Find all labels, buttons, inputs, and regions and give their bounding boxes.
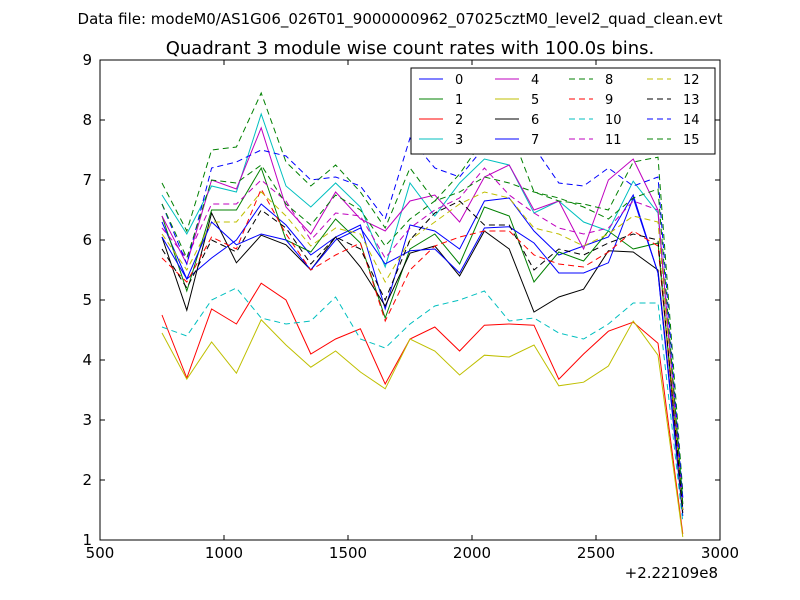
- series-line-15: [161, 164, 684, 505]
- x-tick-label: 1500: [329, 544, 367, 562]
- chart-title: Quadrant 3 module wise count rates with …: [166, 38, 655, 59]
- series-line-5: [161, 318, 684, 538]
- x-tick-label: 500: [86, 544, 115, 562]
- y-tick-label: 5: [82, 291, 92, 309]
- y-tick-label: 2: [82, 471, 92, 489]
- y-tick-label: 6: [82, 231, 92, 249]
- legend-label-6: 6: [531, 113, 539, 128]
- series-line-11: [161, 167, 684, 505]
- legend-label-10: 10: [605, 113, 622, 128]
- legend-label-4: 4: [531, 73, 539, 88]
- legend-label-3: 3: [455, 133, 463, 148]
- series-line-9: [161, 187, 684, 511]
- series-line-12: [161, 191, 684, 511]
- x-tick-label: 1000: [205, 544, 243, 562]
- x-offset-label: +2.22109e8: [625, 564, 718, 582]
- series-line-4: [161, 126, 684, 505]
- plot-lines: [161, 91, 684, 538]
- legend-label-5: 5: [531, 93, 539, 108]
- legend-label-14: 14: [683, 113, 700, 128]
- x-tick-label: 2000: [453, 544, 491, 562]
- y-tick-label: 4: [82, 351, 92, 369]
- legend-label-9: 9: [605, 93, 613, 108]
- series-line-1: [161, 166, 684, 511]
- legend-label-1: 1: [455, 93, 463, 108]
- y-tick-label: 3: [82, 411, 92, 429]
- y-tick-label: 8: [82, 111, 92, 129]
- series-line-0: [161, 193, 684, 517]
- legend-label-11: 11: [605, 133, 622, 148]
- y-tick-label: 9: [82, 51, 92, 69]
- legend-label-13: 13: [683, 93, 700, 108]
- y-tick-label: 1: [82, 531, 92, 549]
- legend-label-0: 0: [455, 73, 463, 88]
- series-line-2: [161, 282, 684, 535]
- y-tick-label: 7: [82, 171, 92, 189]
- legend-box: [410, 67, 716, 155]
- x-tick-label: 2500: [577, 544, 615, 562]
- legend-label-12: 12: [683, 73, 700, 88]
- legend-label-15: 15: [683, 133, 700, 148]
- series-line-13: [161, 200, 684, 511]
- x-tick-label: 3000: [701, 544, 739, 562]
- legend-label-7: 7: [531, 133, 539, 148]
- series-line-3: [161, 112, 684, 499]
- series-line-8: [161, 91, 684, 493]
- data-file-suptitle: Data file: modeM0/AS1G06_026T01_90000009…: [78, 10, 723, 29]
- legend-label-2: 2: [455, 113, 463, 128]
- legend-label-8: 8: [605, 73, 613, 88]
- series-line-7: [161, 196, 684, 511]
- plot-frame: [99, 59, 721, 541]
